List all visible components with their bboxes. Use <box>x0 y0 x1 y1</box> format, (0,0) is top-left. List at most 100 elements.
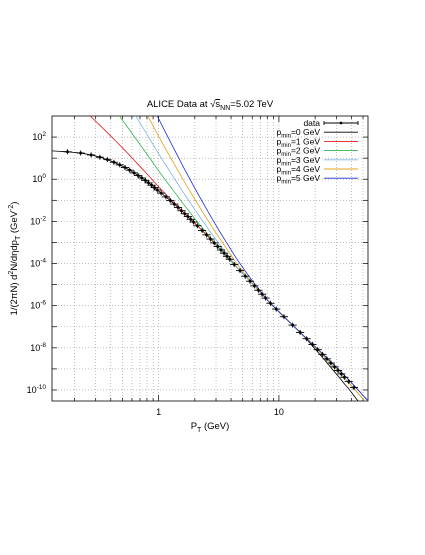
x-tick-label: 10 <box>274 407 284 417</box>
marker <box>196 224 199 227</box>
data-point <box>254 287 263 293</box>
marker <box>282 315 286 318</box>
marker <box>253 284 256 288</box>
data-point <box>308 341 317 347</box>
marker <box>213 241 216 245</box>
marker <box>164 195 168 199</box>
marker <box>106 158 109 161</box>
marker <box>147 181 150 185</box>
data-point <box>318 351 327 357</box>
data-point <box>222 253 232 259</box>
data-point <box>330 364 339 370</box>
marker <box>79 151 82 155</box>
data-point <box>95 154 104 160</box>
marker <box>153 186 156 189</box>
legend-swatch-data <box>339 121 343 125</box>
data-point <box>157 190 166 196</box>
marker <box>333 365 336 369</box>
data-point <box>333 368 343 374</box>
data-point <box>322 356 331 362</box>
data-point <box>241 273 250 279</box>
marker <box>352 386 356 389</box>
data-point <box>266 300 275 306</box>
data-point <box>326 360 335 366</box>
marker <box>200 229 204 232</box>
data-point <box>137 175 146 181</box>
data-point <box>129 170 139 176</box>
marker <box>186 215 190 218</box>
data-point <box>170 201 179 207</box>
marker <box>159 191 163 195</box>
data-point <box>177 208 186 214</box>
data-point <box>250 283 259 289</box>
plot-frame <box>51 115 369 402</box>
marker <box>176 206 180 209</box>
data-point <box>198 227 207 233</box>
x-axis-label: PT (GeV) <box>191 421 230 434</box>
marker <box>219 248 223 252</box>
marker <box>222 251 226 255</box>
marker <box>275 307 278 311</box>
curve-pmin-5 <box>156 116 368 401</box>
data-point <box>173 204 183 210</box>
marker <box>325 357 329 361</box>
data-point <box>202 232 211 238</box>
curve-pmin-3 <box>135 116 368 401</box>
data-point <box>272 306 281 312</box>
data-point <box>340 374 349 380</box>
marker <box>228 258 231 261</box>
data-point <box>261 295 270 301</box>
marker <box>238 269 242 272</box>
data-point <box>180 211 189 217</box>
data-point <box>349 385 359 391</box>
marker <box>336 369 340 372</box>
data-point <box>235 268 245 274</box>
data-point <box>125 167 134 173</box>
marker <box>248 280 252 283</box>
curve-pmin-0 <box>52 150 359 401</box>
data-point <box>344 379 353 385</box>
y-tick-label: 102 <box>32 131 46 142</box>
data-point <box>337 371 346 377</box>
legend-label-pmin-0: pmin=0 GeV <box>277 127 321 140</box>
legend-label-data: data <box>303 118 320 128</box>
data-point <box>230 261 239 267</box>
marker <box>216 245 219 248</box>
data-point <box>63 149 72 155</box>
data-point <box>296 329 305 335</box>
data-point <box>76 150 85 156</box>
data-point <box>216 247 226 253</box>
grid <box>52 116 368 401</box>
y-tick-label: 10-2 <box>30 215 46 226</box>
marker <box>156 188 159 192</box>
data-point <box>313 347 322 353</box>
marker <box>140 176 144 180</box>
data-point <box>166 198 175 204</box>
marker <box>183 212 186 215</box>
marker <box>305 337 308 340</box>
data-point <box>302 336 311 342</box>
y-tick-label: 100 <box>32 173 46 184</box>
marker <box>244 275 247 278</box>
marker <box>150 184 153 187</box>
data-point <box>213 244 222 250</box>
data-point <box>258 291 267 297</box>
data-point <box>193 223 202 229</box>
marker <box>329 361 333 365</box>
model-curves <box>52 116 368 401</box>
marker <box>123 166 127 169</box>
data-point <box>186 216 195 222</box>
marker <box>260 293 264 296</box>
marker <box>291 323 294 327</box>
data-point <box>153 187 162 193</box>
marker <box>257 289 260 292</box>
data-points <box>63 149 359 391</box>
marker <box>347 380 350 383</box>
data-point <box>245 278 255 284</box>
x-tick-label: 1 <box>156 407 161 417</box>
marker <box>233 263 236 266</box>
data-point <box>109 159 118 165</box>
marker <box>225 255 229 258</box>
